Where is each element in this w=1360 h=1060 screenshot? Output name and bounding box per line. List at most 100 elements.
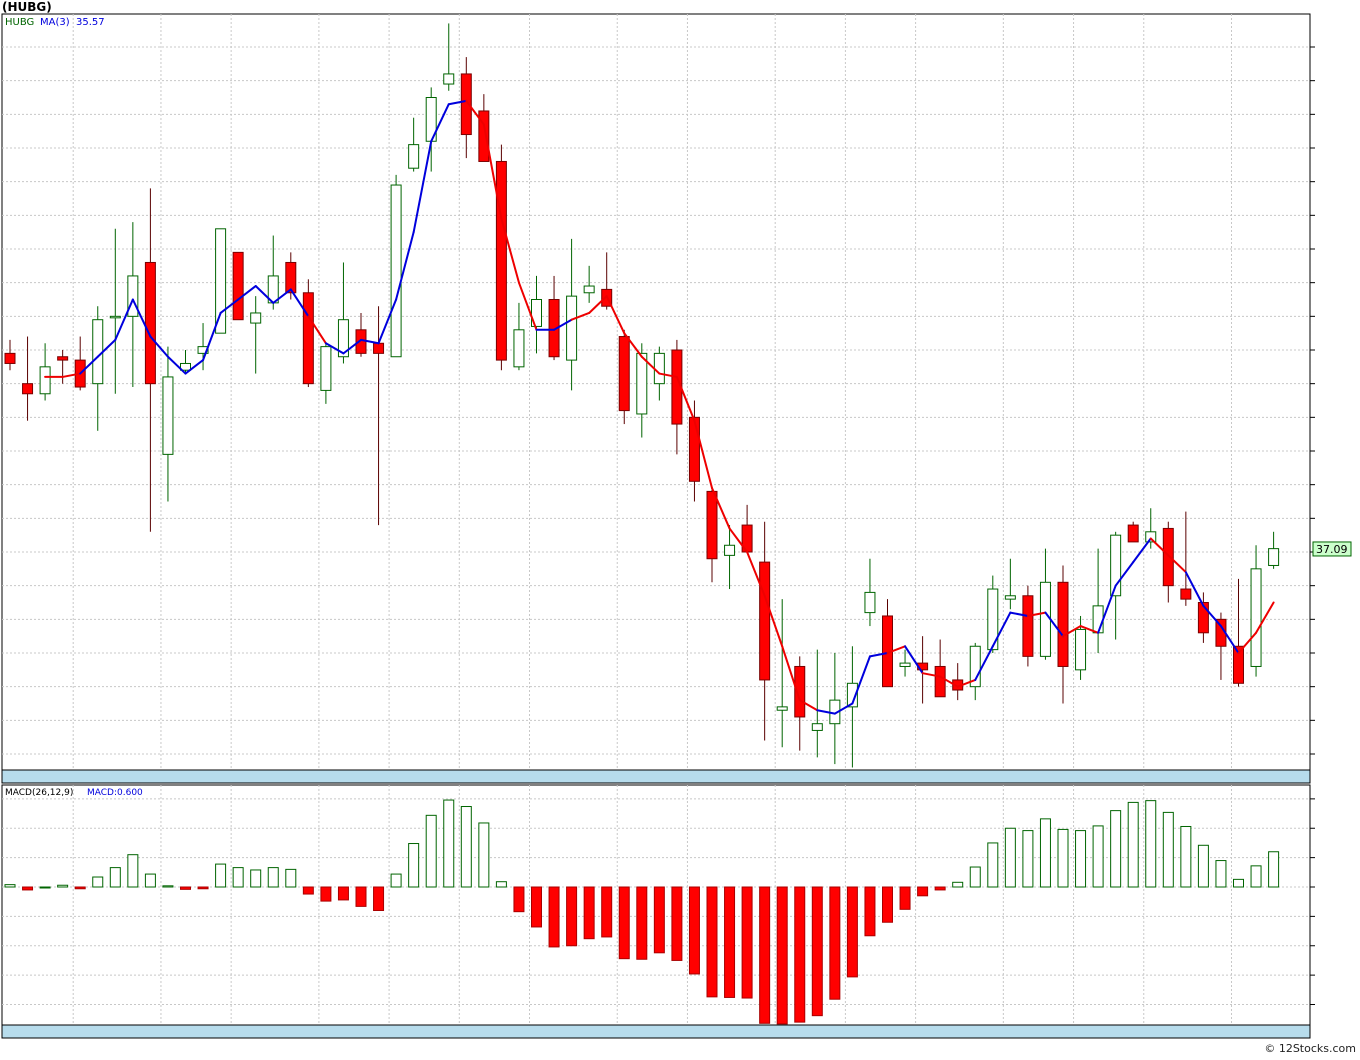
- macd-bar-positive: [215, 863, 227, 888]
- ma3-segment: [816, 709, 836, 715]
- chart-title: (HUBG): [2, 0, 52, 14]
- macd-bar-negative: [741, 886, 753, 999]
- candle-down: [794, 665, 806, 718]
- macd-bar-positive: [969, 866, 981, 888]
- candle-up: [92, 319, 104, 385]
- macd-bar-negative: [811, 886, 823, 1017]
- last-price-label: 37.09: [1316, 543, 1348, 556]
- candle-up: [969, 645, 981, 688]
- ma3-segment: [342, 338, 362, 355]
- candle-down: [1022, 595, 1034, 657]
- ma3-segment: [465, 99, 485, 126]
- candle-down: [688, 416, 700, 482]
- price-grid: [2, 14, 1310, 770]
- macd-bar-positive: [39, 886, 51, 889]
- macd-bar-positive: [1092, 825, 1104, 888]
- macd-bar-positive: [232, 867, 244, 888]
- ma3-segment: [974, 645, 994, 681]
- macd-bar-positive: [109, 867, 121, 888]
- ma3-segment: [517, 281, 538, 331]
- candle-up: [636, 352, 648, 415]
- macd-bar-positive: [987, 842, 999, 888]
- ma3-segment: [184, 359, 205, 375]
- macd-bar-positive: [1215, 860, 1227, 888]
- candle-up: [864, 591, 876, 614]
- macd-bar-positive: [4, 884, 16, 888]
- candle-down: [1127, 524, 1139, 543]
- ma3-segment: [1097, 584, 1117, 634]
- macd-bar-positive: [267, 867, 279, 888]
- last-price-box: [1312, 541, 1352, 557]
- ma3-segment: [1255, 601, 1275, 634]
- candle-down: [1180, 588, 1192, 600]
- candle-down: [1162, 527, 1174, 587]
- macd-bar-negative: [776, 886, 788, 1025]
- price-legend: HUBG MA(3) 35.57: [5, 17, 105, 28]
- macd-bar-positive: [127, 854, 139, 888]
- ma3-segment: [640, 355, 661, 375]
- ma3-segment: [991, 611, 1012, 648]
- ma3-segment: [1044, 611, 1064, 638]
- ma3-segment: [956, 678, 977, 688]
- candle-up: [1250, 568, 1262, 667]
- ma3-segment: [96, 338, 117, 358]
- macd-bar-negative: [373, 886, 385, 911]
- macd-bar-positive: [952, 881, 964, 888]
- ma3-segment: [711, 487, 731, 530]
- macd-bar-negative: [934, 886, 946, 891]
- ma3-segment: [114, 298, 134, 341]
- ma3-segment: [886, 645, 907, 654]
- price-panel-frame: [1, 13, 1311, 771]
- ma3-line: [44, 99, 1275, 715]
- ma3-segment: [921, 672, 942, 678]
- macd-bar-positive: [495, 881, 507, 888]
- macd-bar-positive: [57, 884, 69, 888]
- ma3-segment: [939, 675, 959, 688]
- macd-bar-negative: [899, 886, 911, 910]
- ma3-segment: [868, 652, 889, 658]
- macd-bar-positive: [478, 822, 490, 888]
- macd-bar-negative: [846, 886, 858, 978]
- ma3-segment: [360, 338, 380, 345]
- macd-bar-positive: [443, 799, 455, 888]
- macd-bar-negative: [180, 886, 191, 890]
- macd-bar-positive: [1180, 825, 1192, 888]
- candle-down: [478, 110, 490, 162]
- macd-bar-negative: [671, 886, 683, 961]
- candle-down: [22, 383, 34, 395]
- ma3-segment: [395, 231, 415, 301]
- candle-up: [320, 346, 332, 391]
- candle-up: [443, 73, 455, 85]
- macd-bar-positive: [144, 873, 156, 888]
- candle-up: [250, 312, 262, 324]
- macd-bars: [4, 799, 1280, 1025]
- ma3-segment: [605, 295, 626, 335]
- macd-bar-negative: [566, 886, 578, 947]
- candle-down: [232, 251, 244, 321]
- macd-bar-negative: [355, 886, 367, 907]
- macd-bar-positive: [1127, 801, 1139, 888]
- ma3-segment: [254, 285, 275, 304]
- ma3-segment: [1202, 604, 1222, 628]
- candle-up: [1004, 595, 1016, 600]
- ma3-segment: [1219, 625, 1240, 654]
- ma3-segment: [833, 702, 854, 715]
- macd-legend: MACD(26,12,9) MACD:0.600: [5, 788, 143, 798]
- macd-bar-positive: [1162, 811, 1174, 888]
- ma3-segment: [588, 295, 608, 314]
- macd-bar-negative: [302, 886, 314, 895]
- candle-up: [513, 329, 525, 368]
- macd-bar-negative: [882, 886, 893, 923]
- price-y-axis: [1310, 46, 1315, 755]
- ma3-segment: [482, 123, 503, 220]
- macd-bar-negative: [636, 886, 648, 960]
- ma3-segment: [798, 699, 819, 712]
- candle-up: [1110, 534, 1122, 597]
- candle-down: [302, 292, 314, 385]
- macd-bar-positive: [1233, 878, 1244, 888]
- candle-up: [215, 228, 227, 334]
- candle-up: [846, 682, 858, 708]
- macd-bar-negative: [688, 886, 700, 975]
- macd-legend-params: MACD(26,12,9): [5, 788, 73, 798]
- macd-grid: [2, 785, 1310, 1025]
